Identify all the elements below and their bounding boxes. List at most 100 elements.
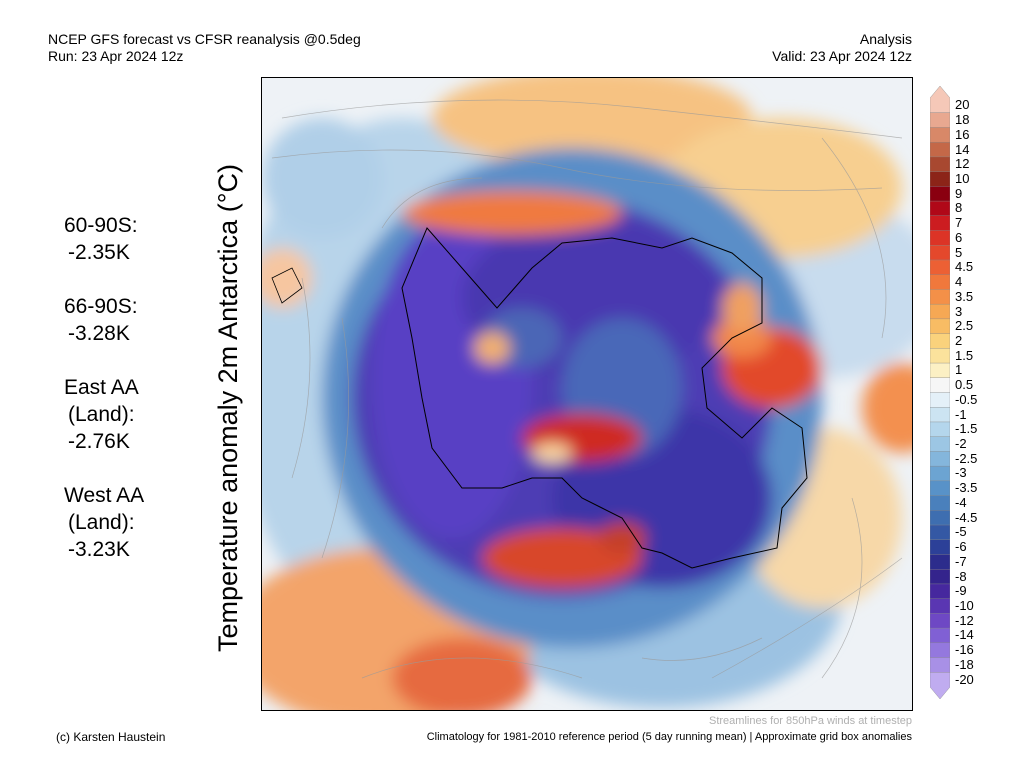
colorbar-swatch (930, 627, 950, 644)
colorbar-swatch (930, 657, 950, 673)
colorbar-swatch (930, 392, 950, 408)
colorbar-swatch (930, 333, 950, 350)
colorbar-swatch (930, 569, 950, 585)
colorbar-swatch (930, 127, 950, 143)
colorbar-swatch (930, 259, 950, 276)
colorbar-label: -8 (955, 568, 967, 584)
colorbar-label: -7 (955, 553, 967, 569)
colorbar-label: -1.5 (955, 421, 978, 437)
map-title: Temperature anomaly 2m Antarctica (°C) (213, 164, 243, 652)
valid-time: Valid: 23 Apr 2024 12z (772, 48, 912, 64)
anomaly-map (261, 77, 913, 711)
colorbar-label: 3.5 (955, 288, 974, 304)
colorbar-label: -1 (955, 406, 967, 422)
colorbar-label: 18 (955, 112, 970, 128)
streamlines-note: Streamlines for 850hPa winds at timestep (709, 715, 912, 727)
colorbar-swatch (930, 480, 950, 497)
colorbar-swatch (930, 141, 950, 158)
colorbar-swatch (930, 672, 950, 699)
colorbar-label: -18 (955, 656, 974, 672)
colorbar-swatch (930, 303, 950, 320)
colorbar-swatch (930, 436, 950, 453)
climatology-note: Climatology for 1981-2010 reference peri… (426, 731, 912, 743)
colorbar-swatch (930, 245, 950, 261)
colorbar-label: 9 (955, 185, 963, 201)
colorbar-swatches (930, 86, 950, 699)
colorbar-label: 1.5 (955, 347, 974, 363)
stat-label: 60-90S: (64, 214, 138, 237)
colorbar-label: -20 (955, 671, 974, 687)
south-america-tip (271, 267, 303, 304)
stat-east-aa: East AA (Land): -2.76K (64, 374, 144, 455)
colorbar-label: 5 (955, 244, 963, 260)
colorbar-swatch (930, 86, 950, 113)
stat-label: East AA (64, 376, 139, 399)
colorbar-label: 20 (955, 97, 970, 113)
wind-streamlines (271, 99, 903, 679)
colorbar-swatch (930, 230, 950, 246)
colorbar-label: -14 (955, 627, 974, 643)
anomaly-stats: 60-90S: -2.35K 66-90S: -3.28K East AA (L… (64, 212, 144, 590)
colorbar-swatch (930, 362, 950, 379)
colorbar-swatch (930, 613, 950, 629)
map-canvas (262, 78, 912, 710)
stat-60-90s: 60-90S: -2.35K (64, 212, 144, 266)
colorbar-label: -3.5 (955, 480, 978, 496)
colorbar-labels: 20 18 16 14 12 10 9 8 7 6 5 4.5 4 3.5 3 2.5 2 1.5 1 0.5 -0.5… (955, 86, 1015, 699)
colorbar-swatch (930, 524, 950, 541)
header-left: NCEP GFS forecast vs CFSR reanalysis @0.… (48, 31, 361, 65)
colorbar-label: -4 (955, 494, 967, 510)
colorbar-label: -4.5 (955, 509, 978, 525)
colorbar-swatch (930, 348, 950, 364)
colorbar-swatch (930, 465, 950, 482)
colorbar-swatch (930, 495, 950, 512)
antarctica-coastline (401, 227, 808, 569)
stat-value: -2.76K (68, 430, 130, 453)
colorbar-swatch (930, 156, 950, 173)
colorbar-swatch (930, 583, 950, 600)
colorbar-label: -2 (955, 436, 967, 452)
colorbar-label: -16 (955, 642, 974, 658)
colorbar-label: 0.5 (955, 377, 974, 393)
analysis-label: Analysis (859, 31, 912, 47)
colorbar-label: 16 (955, 126, 970, 142)
colorbar-label: 2.5 (955, 318, 974, 334)
colorbar-label: -5 (955, 524, 967, 540)
colorbar-label: -2.5 (955, 450, 978, 466)
colorbar-swatch (930, 171, 950, 188)
colorbar-label: 8 (955, 200, 963, 216)
colorbar-label: 1 (955, 362, 963, 378)
colorbar-swatch (930, 421, 950, 438)
colorbar-label: 14 (955, 141, 970, 157)
colorbar-swatch (930, 451, 950, 467)
colorbar-label: 4.5 (955, 259, 974, 275)
colorbar-swatch (930, 642, 950, 659)
header-right: Analysis Valid: 23 Apr 2024 12z (772, 31, 912, 65)
colorbar-swatch (930, 318, 950, 335)
colorbar-label: 3 (955, 303, 963, 319)
stat-66-90s: 66-90S: -3.28K (64, 293, 144, 347)
colorbar-swatch (930, 289, 950, 305)
stat-west-aa: West AA (Land): -3.23K (64, 482, 144, 563)
colorbar-label: 6 (955, 229, 963, 245)
colorbar (930, 86, 950, 699)
stat-label: West AA (64, 484, 145, 507)
colorbar-swatch (930, 274, 950, 291)
colorbar-label: 10 (955, 170, 970, 186)
colorbar-swatch (930, 510, 950, 526)
colorbar-swatch (930, 112, 950, 129)
stat-value: -2.35K (68, 241, 130, 264)
stat-value: -3.28K (68, 322, 130, 345)
colorbar-swatch (930, 598, 950, 615)
colorbar-label: 7 (955, 215, 963, 231)
model-title: NCEP GFS forecast vs CFSR reanalysis @0.… (48, 31, 361, 47)
colorbar-label: -0.5 (955, 391, 978, 407)
colorbar-swatch (930, 186, 950, 202)
colorbar-label: 4 (955, 274, 963, 290)
colorbar-swatch (930, 377, 950, 394)
credit: (c) Karsten Haustein (56, 730, 166, 744)
colorbar-label: -9 (955, 583, 967, 599)
colorbar-swatch (930, 407, 950, 423)
colorbar-label: -3 (955, 465, 967, 481)
colorbar-swatch (930, 215, 950, 232)
